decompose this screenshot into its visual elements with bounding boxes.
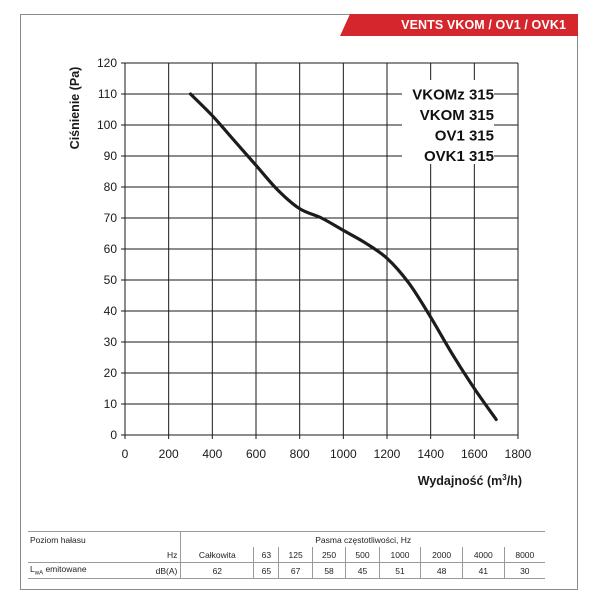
noise-table-title: Poziom hałasu <box>30 534 86 545</box>
fan-curve <box>188 92 498 422</box>
brand-label: VENTS VKOM / OV1 / OVK1 <box>401 18 566 32</box>
val-2000: 48 <box>420 562 463 579</box>
x-tick-label: 0 <box>122 447 129 461</box>
val-1000: 51 <box>378 562 421 579</box>
y-tick-label: 20 <box>104 366 118 380</box>
model-label: VKOMz 315 <box>412 87 494 104</box>
unit-label: dB(A) <box>133 562 181 579</box>
model-label: OVK1 315 <box>424 148 494 165</box>
model-label-backdrop <box>402 80 494 164</box>
x-tick-label: 1400 <box>417 447 444 461</box>
model-label: OV1 315 <box>435 128 494 145</box>
x-tick-label: 1000 <box>330 447 357 461</box>
x-tick-label: 600 <box>246 447 266 461</box>
x-axis-label: Wydajność (m3/h) <box>418 473 522 488</box>
x-tick-label: 1600 <box>461 447 488 461</box>
pressure-flow-chart: 0 10 20 30 40 50 60 70 80 90 100 110 120 0 200 400 600 8… <box>68 56 532 488</box>
col-250: 250 <box>311 547 346 563</box>
col-500: 500 <box>345 547 380 563</box>
y-tick-label: 30 <box>104 335 118 349</box>
y-tick-label: 10 <box>104 397 118 411</box>
val-250: 58 <box>311 562 346 579</box>
band-header: Pasma częstotliwości, Hz <box>180 532 545 547</box>
val-500: 45 <box>345 562 380 579</box>
val-63: 65 <box>253 562 279 579</box>
y-tick-label: 50 <box>104 273 118 287</box>
y-tick-label: 120 <box>97 56 117 70</box>
col-4000: 4000 <box>461 547 505 563</box>
y-tick-label: 80 <box>104 180 118 194</box>
val-125: 67 <box>278 562 313 579</box>
col-total: Całkowita <box>180 547 254 563</box>
x-tick-label: 800 <box>290 447 310 461</box>
val-total: 62 <box>180 562 254 579</box>
y-tick-label: 90 <box>104 149 118 163</box>
col-2000: 2000 <box>420 547 463 563</box>
col-1000: 1000 <box>378 547 421 563</box>
y-tick-label: 70 <box>104 211 118 225</box>
y-tick-label: 100 <box>97 118 117 132</box>
y-axis-label: Ciśnienie (Pa) <box>68 67 82 150</box>
y-tick-label: 0 <box>110 428 117 442</box>
noise-table: Poziom hałasu Pasma częstotliwości, Hz H… <box>28 532 545 579</box>
row-label: LwA emitowane <box>28 562 134 579</box>
y-tick-label: 110 <box>98 87 117 101</box>
x-tick-label: 1200 <box>374 447 401 461</box>
col-63: 63 <box>253 547 279 563</box>
val-4000: 41 <box>461 562 505 579</box>
y-tick-label: 60 <box>104 242 118 256</box>
hz-label: Hz <box>133 547 181 563</box>
x-tick-label: 1800 <box>505 447 532 461</box>
brand-banner: VENTS VKOM / OV1 / OVK1 <box>340 14 578 36</box>
val-8000: 30 <box>503 562 545 579</box>
chart-frame <box>20 14 578 590</box>
col-125: 125 <box>278 547 313 563</box>
model-label: VKOM 315 <box>420 107 494 124</box>
col-8000: 8000 <box>503 547 545 563</box>
x-tick-label: 200 <box>159 447 179 461</box>
x-tick-label: 400 <box>202 447 222 461</box>
table-top-rule <box>28 531 545 532</box>
y-tick-label: 40 <box>104 304 118 318</box>
